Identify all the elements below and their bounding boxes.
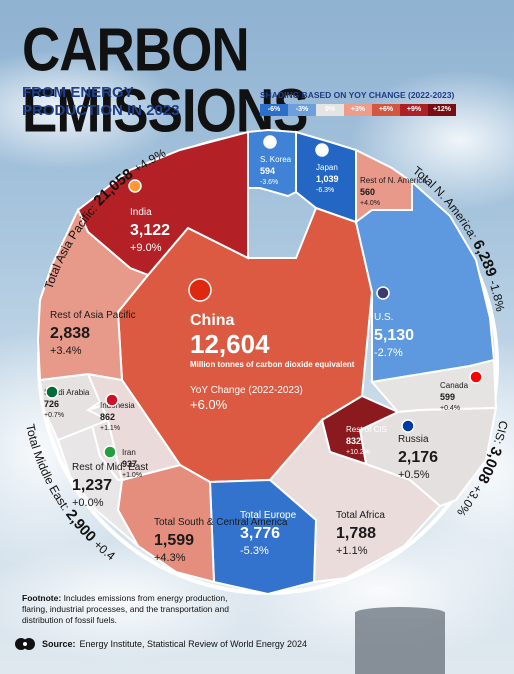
legend-stop: +12% [428, 104, 456, 116]
saudi-arabia-flag-icon [45, 385, 59, 399]
cell-change-label-china: YoY Change (2022-2023) [190, 385, 303, 396]
china-flag-icon [188, 278, 212, 302]
page-subtitle: FROM ENERGY PRODUCTION IN 2023 [22, 84, 180, 120]
india-flag-icon [128, 179, 142, 193]
iran-flag-icon [103, 445, 117, 459]
cooling-tower-icon [355, 612, 445, 674]
cell-skorea [247, 128, 297, 198]
cell-unit-china: Million tonnes of carbon dioxide equival… [190, 360, 355, 369]
legend-stop: -3% [288, 104, 316, 116]
cell-value-canada: 599 [440, 392, 455, 402]
cell-name-china: China [190, 312, 235, 329]
cell-value-rest_me: 1,237 [72, 477, 112, 494]
cell-change-sca: +4.3% [154, 552, 186, 564]
cell-value-saudi: 726 [44, 399, 59, 409]
cell-change-africa: +1.1% [336, 545, 368, 557]
south-korea-flag-icon [263, 135, 277, 149]
cell-name-canada: Canada [440, 381, 469, 390]
legend-stop: -6% [260, 104, 288, 116]
cell-value-europe: 3,776 [240, 525, 280, 542]
cell-change-iran: +1.0% [122, 472, 142, 479]
cell-value-japan: 1,039 [316, 174, 339, 184]
cell-name-saudi: Saudi Arabia [44, 388, 90, 397]
cell-name-rest_na: Rest of N. America [360, 176, 427, 185]
cell-name-russia: Russia [398, 434, 429, 445]
cell-value-rest_na: 560 [360, 187, 375, 197]
cell-change-saudi: +0.7% [44, 412, 64, 419]
cell-value-rest_ap: 2,838 [50, 325, 90, 342]
cell-value-rest_cis: 832 [346, 436, 361, 446]
indonesia-flag-icon [105, 393, 119, 407]
cooling-tower-top-icon [355, 607, 445, 619]
visual-capitalist-logo-icon [15, 638, 35, 650]
cell-name-indonesia: Indonesia [100, 401, 135, 410]
footnote: Footnote: Includes emissions from energy… [22, 593, 242, 626]
cell-change-rest_ap: +3.4% [50, 345, 82, 357]
cell-change-us: -2.7% [374, 347, 403, 359]
cell-name-rest_me: Rest of Mid. East [72, 462, 148, 473]
cell-name-iran: Iran [122, 448, 136, 457]
cell-value-china: 12,604 [190, 329, 270, 359]
cell-change-japan: -6.3% [316, 187, 334, 194]
cell-name-japan: Japan [316, 163, 338, 172]
cell-value-africa: 1,788 [336, 525, 376, 542]
source-label: Source: [42, 639, 76, 649]
cell-us [354, 179, 496, 384]
legend-stop: +9% [400, 104, 428, 116]
cell-name-sca: Total South & Central America [154, 517, 288, 528]
cell-value-russia: 2,176 [398, 449, 438, 466]
cell-name-rest_cis: Rest of CIS [346, 425, 387, 434]
cell-value-sca: 1,599 [154, 532, 194, 549]
canada-flag-icon [469, 370, 483, 384]
legend-title: SHADING BASED ON YOY CHANGE (2022-2023) [260, 90, 455, 100]
legend-stop: 0% [316, 104, 344, 116]
legend-bar: -6% -3% 0% +3% +6% +9% +12% [260, 104, 456, 116]
cell-name-us: U.S. [374, 312, 393, 323]
cell-change-rest_cis: +10.2% [346, 449, 370, 456]
cell-change-china: +6.0% [190, 397, 228, 412]
cell-name-rest_ap: Rest of Asia Pacific [50, 310, 136, 321]
cell-rest_ap [36, 207, 150, 382]
cell-value-india: 3,122 [130, 222, 170, 239]
cell-change-skorea: -3.6% [260, 179, 278, 186]
cell-value-indonesia: 862 [100, 412, 115, 422]
cell-change-india: +9.0% [130, 242, 162, 254]
legend-stop: +3% [344, 104, 372, 116]
footnote-text: Includes emissions from energy productio… [22, 593, 229, 626]
cell-name-india: India [130, 207, 152, 218]
cell-change-rest_me: +0.0% [72, 497, 104, 509]
source-text: Energy Institute, Statistical Review of … [79, 639, 307, 649]
cell-name-europe: Total Europe [240, 510, 297, 521]
cell-change-rest_na: +4.0% [360, 200, 380, 207]
source-line: Source: Energy Institute, Statistical Re… [14, 636, 307, 652]
cell-change-russia: +0.5% [398, 469, 430, 481]
footnote-label: Footnote: [22, 593, 62, 603]
color-legend: SHADING BASED ON YOY CHANGE (2022-2023) … [260, 90, 456, 116]
cell-value-iran: 937 [122, 459, 137, 469]
usa-flag-icon [376, 286, 390, 300]
russia-flag-icon [401, 419, 415, 433]
chart-cells [36, 128, 498, 596]
cell-change-europe: -5.3% [240, 545, 269, 557]
legend-stop: +6% [372, 104, 400, 116]
cell-name-skorea: S. Korea [260, 155, 292, 164]
cell-value-us: 5,130 [374, 327, 414, 344]
cell-change-indonesia: +1.1% [100, 425, 120, 432]
japan-flag-icon [315, 143, 329, 157]
cell-name-africa: Total Africa [336, 510, 385, 521]
cell-value-skorea: 594 [260, 166, 275, 176]
cell-change-canada: +0.4% [440, 405, 460, 412]
